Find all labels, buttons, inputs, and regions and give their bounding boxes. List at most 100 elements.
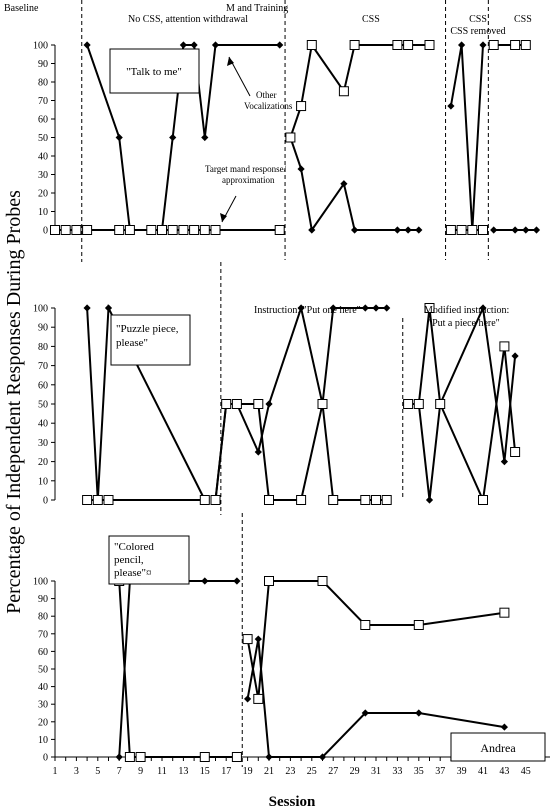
x-tick-label: 11 [157,766,167,777]
series-line [408,304,517,501]
data-point-square [478,495,488,505]
data-point-square [60,225,71,235]
phase-label-no-css: No CSS, attention withdrawal [128,14,248,25]
data-point-diamond [201,577,209,585]
x-tick-label: 41 [478,766,488,777]
series-line [408,307,517,504]
data-point-square [360,620,371,630]
y-tick-label: 100 [33,304,48,315]
x-tick-label: 13 [178,766,188,777]
x-tick-label: 45 [521,766,531,777]
y-tick-label: 50 [38,133,48,144]
data-point-square [338,86,349,97]
data-point-diamond [297,165,305,173]
y-tick-label: 80 [38,78,48,89]
data-point-square [296,101,307,112]
data-point-square [210,225,221,235]
x-tick-label: 31 [371,766,381,777]
data-point-square [328,495,339,505]
data-point-diamond [244,695,252,703]
data-point-diamond [490,226,498,234]
data-point-diamond [254,448,262,456]
series-line [214,403,387,501]
data-point-square [445,225,456,235]
data-point-diamond [83,304,91,312]
data-point-diamond [511,352,519,360]
data-point-square [349,40,360,50]
x-tick-label: 15 [200,766,210,777]
y-tick-label: 90 [38,594,48,605]
y-tick-label: 60 [38,380,48,391]
data-point-diamond [83,41,91,49]
data-point-square [403,40,414,50]
y-tick-label: 10 [38,735,48,746]
data-point-diamond [179,41,187,49]
data-point-square [381,495,392,505]
data-point-square [360,495,371,505]
phase-label-m-training: M and Training [226,3,288,14]
data-point-square [264,576,274,586]
data-point-diamond [211,41,220,49]
data-point-square [403,399,414,409]
x-tick-label: 19 [243,766,253,777]
data-point-diamond [415,709,423,717]
data-point-square [210,495,221,505]
x-tick-label: 35 [414,766,424,777]
x-tick-label: 37 [435,766,445,777]
data-point-diamond [233,577,241,585]
y-axis-label: Percentage of Independent Responses Duri… [3,190,25,614]
y-tick-label: 70 [38,629,48,640]
data-point-square [467,225,478,235]
panel-box-puzzle-label: "Puzzle piece, please" [116,323,179,349]
data-point-square [424,303,435,313]
data-point-square [499,341,510,352]
data-point-square [221,399,232,409]
y-tick-label: 30 [38,170,48,181]
data-point-square [510,447,521,457]
x-tick-label: 9 [138,766,143,777]
data-point-square [317,576,328,586]
y-tick-label: 40 [38,682,48,693]
participant-box: Andrea [450,732,546,762]
data-point-diamond [265,753,273,761]
x-tick-label: 7 [117,766,122,777]
data-point-diamond [522,226,530,234]
y-tick-label: 70 [38,96,48,107]
y-tick-label: 40 [38,419,48,430]
x-tick-label: 25 [307,766,317,777]
data-point-square [253,693,264,704]
data-point-diamond [297,304,305,312]
data-point-square [114,225,125,235]
data-point-diamond [318,753,327,761]
data-point-diamond [479,41,487,49]
data-point-square [499,607,510,618]
data-point-square [520,40,531,50]
phase-label-css-2: CSS [514,14,532,25]
y-tick-label: 100 [33,577,48,588]
data-point-square [231,752,242,762]
x-tick-label: 21 [264,766,274,777]
data-point-diamond [500,458,508,466]
panel-box-talk: "Talk to me" [109,48,200,94]
data-point-square [264,495,274,505]
y-tick-label: 0 [43,753,48,764]
panel-box-talk-label: "Talk to me" [126,66,182,78]
annotation-target-mand: Target mand response/approximation [205,164,287,185]
data-point-diamond [458,41,466,49]
y-tick-label: 10 [38,207,48,218]
data-point-square [435,399,446,409]
data-point-square [231,399,242,409]
series-line [118,580,237,758]
data-point-square [103,495,114,505]
x-tick-label: 39 [457,766,467,777]
x-tick-label: 27 [328,766,338,777]
data-point-diamond [104,304,113,312]
y-tick-label: 50 [38,400,48,411]
data-point-square [478,225,488,235]
y-tick-label: 20 [38,189,48,200]
data-point-square [135,752,146,762]
data-point-square [413,399,424,409]
data-point-diamond [532,226,541,234]
data-point-square [71,225,82,235]
y-tick-label: 90 [38,59,48,70]
